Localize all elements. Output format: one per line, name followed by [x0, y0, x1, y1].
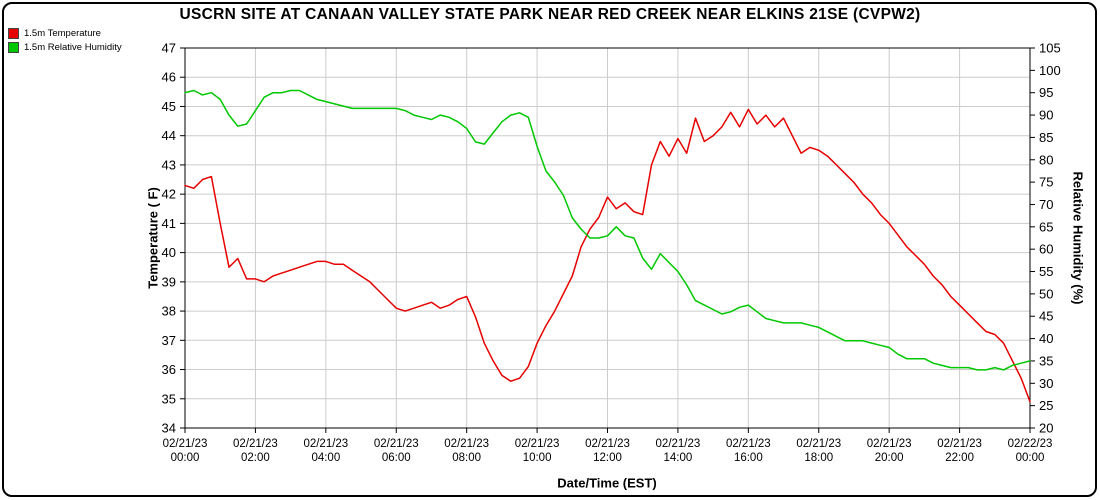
svg-text:02/21/23: 02/21/23: [585, 438, 630, 450]
svg-text:02/21/23: 02/21/23: [163, 438, 208, 450]
svg-text:41: 41: [162, 216, 176, 231]
svg-text:06:00: 06:00: [382, 452, 411, 464]
svg-text:36: 36: [162, 362, 176, 377]
svg-text:02/21/23: 02/21/23: [515, 438, 560, 450]
svg-text:35: 35: [1039, 353, 1053, 368]
legend-item-temperature: 1.5m Temperature: [8, 26, 122, 40]
svg-text:02/21/23: 02/21/23: [303, 438, 348, 450]
svg-text:47: 47: [162, 41, 176, 56]
legend-item-humidity: 1.5m Relative Humidity: [8, 40, 122, 54]
svg-text:12:00: 12:00: [593, 452, 622, 464]
x-axis-title: Date/Time (EST): [557, 475, 657, 491]
svg-text:02/22/23: 02/22/23: [1008, 438, 1053, 450]
svg-text:02:00: 02:00: [241, 452, 270, 464]
svg-text:14:00: 14:00: [664, 452, 693, 464]
svg-text:10:00: 10:00: [523, 452, 552, 464]
svg-text:20: 20: [1039, 421, 1053, 436]
legend-label-humidity: 1.5m Relative Humidity: [24, 41, 122, 53]
svg-text:02/21/23: 02/21/23: [656, 438, 701, 450]
svg-text:08:00: 08:00: [452, 452, 481, 464]
svg-text:00:00: 00:00: [1016, 452, 1045, 464]
svg-text:45: 45: [1039, 309, 1053, 324]
svg-text:25: 25: [1039, 398, 1053, 413]
y-axis-title-humidity: Relative Humidity (%): [1070, 171, 1086, 305]
svg-text:105: 105: [1039, 41, 1061, 56]
svg-text:16:00: 16:00: [734, 452, 763, 464]
svg-text:75: 75: [1039, 175, 1053, 190]
svg-text:18:00: 18:00: [804, 452, 833, 464]
svg-text:02/21/23: 02/21/23: [374, 438, 419, 450]
svg-text:22:00: 22:00: [945, 452, 974, 464]
legend-label-temperature: 1.5m Temperature: [24, 27, 101, 39]
svg-text:55: 55: [1039, 264, 1053, 279]
svg-text:38: 38: [162, 304, 176, 319]
svg-text:42: 42: [162, 187, 176, 202]
svg-text:80: 80: [1039, 152, 1053, 167]
legend: 1.5m Temperature 1.5m Relative Humidity: [8, 26, 122, 54]
svg-text:70: 70: [1039, 197, 1053, 212]
svg-text:40: 40: [162, 245, 176, 260]
svg-text:02/21/23: 02/21/23: [233, 438, 278, 450]
svg-text:85: 85: [1039, 130, 1053, 145]
temperature-legend-swatch: [8, 27, 19, 39]
svg-text:30: 30: [1039, 376, 1053, 391]
svg-text:90: 90: [1039, 108, 1053, 123]
svg-text:39: 39: [162, 274, 176, 289]
svg-text:65: 65: [1039, 219, 1053, 234]
svg-text:100: 100: [1039, 63, 1061, 78]
svg-text:02/21/23: 02/21/23: [867, 438, 912, 450]
svg-text:44: 44: [162, 128, 176, 143]
svg-text:43: 43: [162, 157, 176, 172]
svg-text:04:00: 04:00: [311, 452, 340, 464]
svg-text:02/21/23: 02/21/23: [796, 438, 841, 450]
svg-text:95: 95: [1039, 85, 1053, 100]
svg-text:37: 37: [162, 333, 176, 348]
humidity-legend-swatch: [8, 41, 19, 53]
svg-text:02/21/23: 02/21/23: [726, 438, 771, 450]
svg-text:40: 40: [1039, 331, 1053, 346]
svg-text:60: 60: [1039, 242, 1053, 257]
y-axis-title-temperature: Temperature ( F): [145, 187, 161, 289]
svg-text:00:00: 00:00: [171, 452, 200, 464]
svg-text:46: 46: [162, 70, 176, 85]
svg-text:02/21/23: 02/21/23: [937, 438, 982, 450]
svg-text:02/21/23: 02/21/23: [444, 438, 489, 450]
chart-title: USCRN SITE AT CANAAN VALLEY STATE PARK N…: [179, 6, 921, 23]
svg-text:35: 35: [162, 391, 176, 406]
svg-text:45: 45: [162, 99, 176, 114]
svg-text:50: 50: [1039, 286, 1053, 301]
svg-text:20:00: 20:00: [875, 452, 904, 464]
svg-text:34: 34: [162, 421, 176, 436]
